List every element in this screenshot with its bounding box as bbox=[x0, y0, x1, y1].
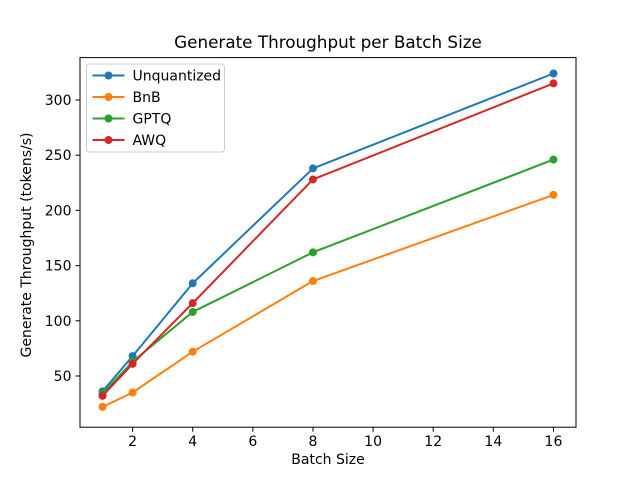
y-tick-label: 300 bbox=[45, 93, 72, 109]
data-point-bnb bbox=[549, 190, 558, 199]
data-point-bnb bbox=[308, 277, 317, 286]
x-tick-label: 16 bbox=[545, 434, 563, 450]
data-point-awq bbox=[188, 299, 197, 308]
x-tick-label: 8 bbox=[309, 434, 318, 450]
data-point-awq bbox=[128, 359, 137, 368]
x-tick-label: 14 bbox=[484, 434, 502, 450]
data-point-bnb bbox=[188, 347, 197, 356]
legend-label-awq: AWQ bbox=[133, 133, 167, 149]
data-point-unquantized bbox=[128, 352, 137, 361]
y-tick-label: 100 bbox=[45, 314, 72, 330]
x-tick-label: 10 bbox=[364, 434, 382, 450]
data-point-bnb bbox=[128, 388, 137, 397]
legend-box bbox=[86, 63, 225, 153]
legend-label-unquantized: Unquantized bbox=[133, 69, 222, 85]
y-axis-label: Generate Throughput (tokens/s) bbox=[19, 132, 35, 358]
data-point-awq bbox=[549, 79, 558, 88]
x-tick-label: 2 bbox=[128, 434, 137, 450]
data-point-unquantized bbox=[549, 69, 558, 78]
y-tick-label: 250 bbox=[45, 148, 72, 164]
chart-title: Generate Throughput per Batch Size bbox=[174, 32, 482, 52]
y-tick-label: 200 bbox=[45, 203, 72, 219]
legend-swatch-marker-awq bbox=[104, 136, 113, 144]
data-point-awq bbox=[308, 175, 317, 184]
legend-swatch-marker-unquantized bbox=[104, 71, 113, 80]
legend-label-bnb: BnB bbox=[133, 90, 161, 106]
x-axis-label: Batch Size bbox=[291, 452, 365, 468]
data-point-unquantized bbox=[188, 279, 197, 288]
legend-swatch-marker-bnb bbox=[104, 93, 113, 101]
y-tick-label: 150 bbox=[45, 259, 72, 275]
legend-swatch-marker-gptq bbox=[104, 114, 113, 123]
data-point-bnb bbox=[98, 402, 107, 411]
y-tick-label: 50 bbox=[54, 369, 72, 385]
x-tick-label: 12 bbox=[424, 434, 442, 450]
legend-label-gptq: GPTQ bbox=[133, 112, 172, 128]
x-tick-label: 6 bbox=[248, 434, 257, 450]
x-tick-label: 4 bbox=[188, 434, 197, 450]
data-point-awq bbox=[98, 391, 107, 400]
data-point-gptq bbox=[308, 248, 317, 257]
data-point-unquantized bbox=[308, 164, 317, 173]
data-point-gptq bbox=[188, 307, 197, 316]
data-point-gptq bbox=[549, 155, 558, 164]
